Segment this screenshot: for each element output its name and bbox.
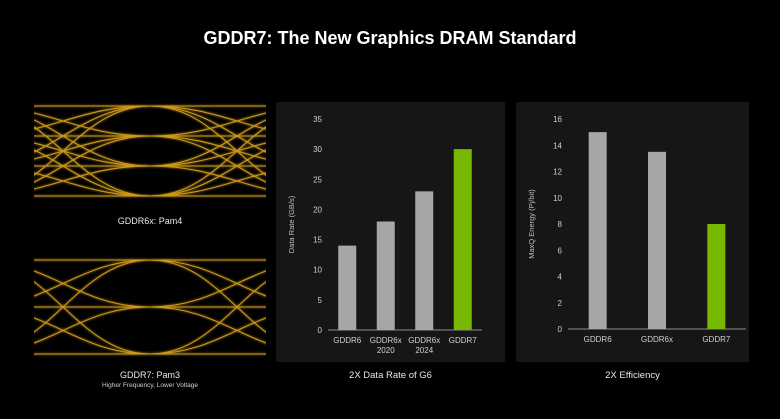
efficiency-caption: 2X Efficiency — [605, 370, 660, 381]
pam3-eye-sublabel: Higher Frequency, Lower Voltage — [102, 382, 198, 389]
y-tick-label: 25 — [313, 175, 322, 184]
pam3-traces — [34, 259, 266, 355]
efficiency-chart-panel: 0 2 4 6 8 10 12 14 16 MaxQ Energy (Pj/bit) GDDR6 GD… — [516, 102, 749, 362]
y-tick-label: 30 — [313, 145, 322, 154]
pam3-eye-label: GDDR7: Pam3 — [119, 370, 181, 380]
pam3-eye-svg — [34, 259, 266, 355]
y-tick-label: 5 — [318, 296, 323, 305]
bar — [648, 151, 666, 329]
bar — [707, 224, 726, 329]
y-tick-label: 0 — [318, 326, 323, 335]
x-tick-label: GDDR7 — [449, 336, 478, 345]
y-tick-label: 12 — [553, 168, 562, 177]
bar — [338, 245, 357, 330]
x-tick-label: GDDR6x — [370, 336, 402, 345]
y-tick-label: 4 — [558, 273, 563, 282]
x-tick-label: 2024 — [415, 346, 433, 355]
y-tick-label: 8 — [558, 220, 563, 229]
x-tick-label: GDDR6x — [641, 335, 673, 344]
y-tick-label: 10 — [313, 266, 322, 275]
y-tick-label: 6 — [558, 246, 563, 255]
y-axis-label: Data Rate (GB/s) — [287, 195, 296, 253]
pam4-eye-svg — [34, 105, 266, 197]
pam4-traces — [34, 105, 266, 197]
x-tick-label: GDDR7 — [702, 335, 731, 344]
x-tick-label: GDDR6 — [584, 335, 613, 344]
data-rate-caption: 2X Data Rate of G6 — [349, 370, 432, 381]
bar — [376, 221, 395, 330]
bar — [453, 149, 472, 330]
x-tick-label: 2020 — [377, 346, 395, 355]
pam3-eye-diagram — [34, 256, 266, 358]
y-tick-label: 0 — [558, 325, 563, 334]
x-tick-label: GDDR6x — [408, 336, 440, 345]
page-title: GDDR7: The New Graphics DRAM Standard — [203, 28, 577, 48]
y-tick-label: 35 — [313, 115, 322, 124]
bar — [588, 132, 607, 329]
y-tick-label: 16 — [553, 115, 562, 124]
data-rate-chart: 0 5 10 15 20 25 30 35 Data Rate (GB/s) GDDR6 GDDR6… — [287, 115, 482, 355]
pam4-eye-diagram — [34, 102, 266, 200]
x-tick-label: GDDR6 — [333, 336, 362, 345]
bar — [415, 191, 434, 330]
pam4-eye-label: GDDR6x: Pam4 — [117, 216, 183, 226]
y-axis-label: MaxQ Energy (Pj/bit) — [527, 189, 536, 259]
data-rate-chart-panel: 0 5 10 15 20 25 30 35 Data Rate (GB/s) GDDR6 GDDR6… — [276, 102, 505, 362]
y-tick-label: 10 — [553, 194, 562, 203]
y-tick-label: 14 — [553, 141, 562, 150]
y-tick-label: 20 — [313, 205, 322, 214]
y-tick-label: 15 — [313, 236, 322, 245]
efficiency-chart: 0 2 4 6 8 10 12 14 16 MaxQ Energy (Pj/bit) GDDR6 GD… — [527, 115, 746, 344]
y-tick-label: 2 — [558, 299, 563, 308]
